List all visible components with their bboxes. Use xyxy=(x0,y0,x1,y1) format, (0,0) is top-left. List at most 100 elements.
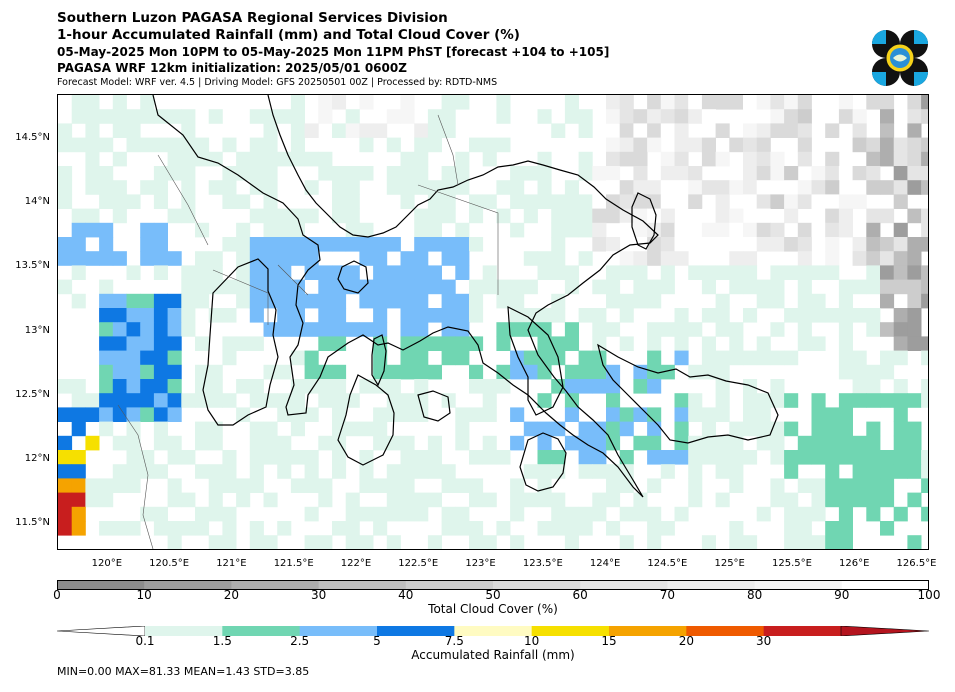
title-block: Southern Luzon PAGASA Regional Services … xyxy=(57,10,609,90)
field-cell xyxy=(153,435,168,451)
field-cell xyxy=(85,251,100,266)
field-cell xyxy=(921,279,928,295)
field-cell xyxy=(208,379,223,394)
field-cell xyxy=(743,180,758,195)
field-cell xyxy=(825,535,840,549)
field-cell xyxy=(85,492,100,508)
field-cell xyxy=(249,435,264,451)
field-cell xyxy=(606,407,621,422)
field-cell xyxy=(318,336,333,351)
field-cell xyxy=(647,109,662,124)
field-cell xyxy=(126,393,141,408)
field-cell xyxy=(866,237,881,252)
field-cell xyxy=(866,279,881,295)
field-cell xyxy=(784,180,799,195)
field-cell xyxy=(112,308,127,323)
field-cell xyxy=(551,506,566,522)
field-cell xyxy=(606,151,621,167)
field-cell xyxy=(811,535,826,549)
field-cell xyxy=(277,464,292,479)
field-cell xyxy=(523,194,538,209)
cloud-colorbar-tick: 0 xyxy=(53,588,61,602)
field-cell xyxy=(811,435,826,451)
field-cell xyxy=(880,521,895,536)
field-cell xyxy=(71,492,86,508)
samar-coastline xyxy=(597,343,779,444)
field-cell xyxy=(537,478,552,493)
field-cell xyxy=(893,506,908,522)
field-cell xyxy=(784,521,799,536)
field-cell xyxy=(249,464,264,479)
field-cell xyxy=(674,336,689,351)
field-cell xyxy=(811,421,826,437)
field-cell xyxy=(592,492,607,508)
lon-tick-label: 124.5°E xyxy=(647,558,688,569)
field-cell xyxy=(523,350,538,366)
field-cell xyxy=(126,137,141,153)
field-cell xyxy=(126,421,141,437)
field-cell xyxy=(277,208,292,224)
field-cell xyxy=(71,293,86,309)
field-cell xyxy=(126,379,141,394)
field-cell xyxy=(633,123,648,138)
field-cell xyxy=(400,478,415,493)
cloud-colorbar-swatch xyxy=(754,580,843,590)
field-cell xyxy=(619,450,634,465)
field-cell xyxy=(400,279,415,295)
field-cell xyxy=(441,95,456,110)
field-cell xyxy=(99,393,114,408)
field-cell xyxy=(332,450,347,465)
cloud-colorbar-tick: 30 xyxy=(310,588,327,602)
field-cell xyxy=(400,180,415,195)
field-cell xyxy=(838,435,853,451)
field-cell xyxy=(921,166,928,181)
field-cell xyxy=(921,208,928,224)
field-cell xyxy=(756,194,771,209)
field-cell xyxy=(277,279,292,295)
pagasa-logo-icon xyxy=(872,30,928,86)
field-cell xyxy=(222,464,237,479)
field-cell xyxy=(414,279,429,295)
field-cell xyxy=(290,350,305,366)
lon-tick-label: 123°E xyxy=(465,558,496,569)
field-cell xyxy=(112,322,127,337)
field-cell xyxy=(290,137,305,153)
field-cell xyxy=(222,450,237,465)
field-cell xyxy=(153,137,168,153)
field-cell xyxy=(729,322,744,337)
field-cell xyxy=(578,222,593,238)
field-cell xyxy=(592,421,607,437)
field-cell xyxy=(427,464,442,479)
field-cell xyxy=(921,293,928,309)
field-cell xyxy=(195,464,210,479)
field-cell xyxy=(345,506,360,522)
rain-colorbar-tick: 1.5 xyxy=(212,634,232,648)
field-cell xyxy=(290,208,305,224)
field-cell xyxy=(921,393,928,408)
field-cell xyxy=(386,293,401,309)
field-cell xyxy=(701,180,716,195)
sibuyan-coastline xyxy=(417,390,451,422)
field-cell xyxy=(701,237,716,252)
field-cell xyxy=(770,450,785,465)
lat-tick-label: 12°N xyxy=(24,453,50,465)
field-cell xyxy=(866,137,881,153)
field-cell xyxy=(332,279,347,295)
field-cell xyxy=(523,208,538,224)
cloud-colorbar-swatch xyxy=(405,580,494,590)
field-cell xyxy=(496,109,511,124)
field-cell xyxy=(701,350,716,366)
rain-colorbar-swatch xyxy=(299,626,378,636)
field-cell xyxy=(633,194,648,209)
title-line-2: 1-hour Accumulated Rainfall (mm) and Tot… xyxy=(57,27,520,43)
field-cell xyxy=(277,251,292,266)
field-cell xyxy=(496,279,511,295)
field-cell xyxy=(715,450,730,465)
lon-tick-label: 121.5°E xyxy=(273,558,314,569)
lat-tick-label: 12.5°N xyxy=(15,388,50,400)
field-cell xyxy=(277,435,292,451)
field-cell xyxy=(756,350,771,366)
field-cell xyxy=(249,521,264,536)
field-cell xyxy=(345,194,360,209)
field-cell xyxy=(290,123,305,138)
